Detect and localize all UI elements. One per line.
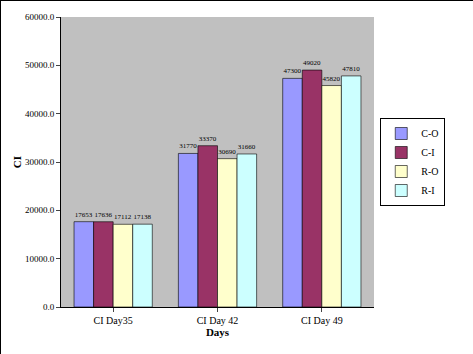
svg-text:47810: 47810 xyxy=(342,65,360,73)
svg-text:40000.0: 40000.0 xyxy=(25,109,55,119)
svg-text:45820: 45820 xyxy=(323,75,341,83)
svg-text:R-O: R-O xyxy=(421,166,438,177)
svg-text:17138: 17138 xyxy=(134,213,152,221)
svg-text:CI: CI xyxy=(11,156,23,168)
svg-text:CI Day 42: CI Day 42 xyxy=(197,315,239,326)
svg-text:C-O: C-O xyxy=(421,128,438,139)
svg-text:30690: 30690 xyxy=(218,148,236,156)
svg-text:17112: 17112 xyxy=(114,213,132,221)
svg-text:10000.0: 10000.0 xyxy=(25,254,55,264)
svg-text:17653: 17653 xyxy=(75,211,93,219)
svg-text:CI Day 49: CI Day 49 xyxy=(301,315,343,326)
svg-text:0.0: 0.0 xyxy=(43,302,55,312)
svg-text:49020: 49020 xyxy=(303,59,321,67)
svg-text:31660: 31660 xyxy=(238,143,256,151)
svg-text:30000.0: 30000.0 xyxy=(25,157,55,167)
svg-text:R-I: R-I xyxy=(421,185,434,196)
svg-text:20000.0: 20000.0 xyxy=(25,205,55,215)
svg-text:31770: 31770 xyxy=(179,142,197,150)
svg-text:50000.0: 50000.0 xyxy=(25,60,55,70)
svg-text:60000.0: 60000.0 xyxy=(25,12,55,22)
svg-text:47300: 47300 xyxy=(283,67,301,75)
svg-text:33370: 33370 xyxy=(199,135,217,143)
svg-text:Days: Days xyxy=(206,326,230,338)
svg-text:C-I: C-I xyxy=(421,147,434,158)
svg-text:17636: 17636 xyxy=(94,211,112,219)
svg-text:CI Day35: CI Day35 xyxy=(94,315,133,326)
